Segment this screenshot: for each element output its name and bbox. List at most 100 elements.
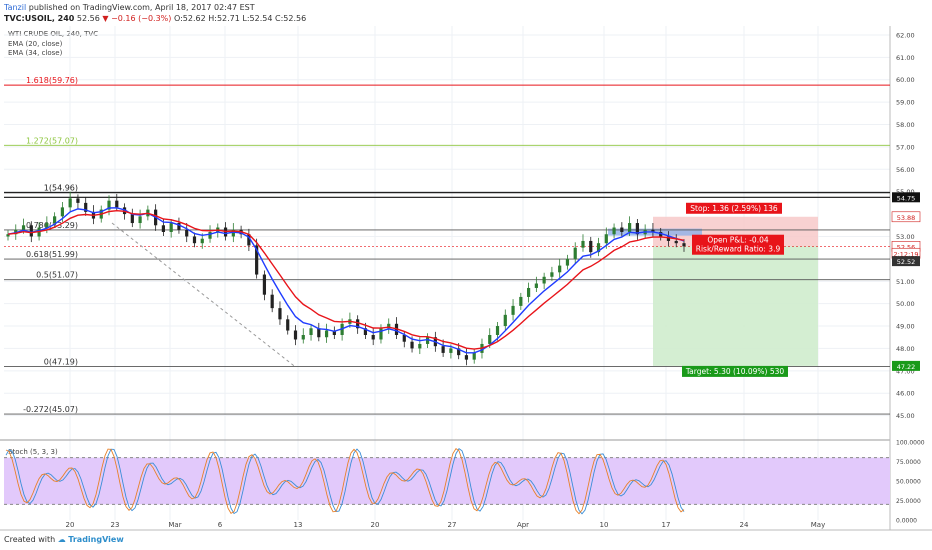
candle-body [356, 319, 360, 329]
x-tick-label: 20 [371, 521, 380, 529]
candle-body [495, 326, 500, 335]
legend-ema20[interactable]: EMA (20, close) [8, 39, 63, 48]
fib-label: 0(47.19) [44, 358, 78, 367]
stoch-k-line [5, 448, 685, 515]
candle-body [558, 265, 562, 273]
stoch-title: Stoch (5, 3, 3) [8, 448, 58, 456]
candle-body [682, 243, 686, 247]
candle-body [21, 225, 26, 230]
x-tick-label: 17 [662, 521, 671, 529]
stoch-pane: Stoch (5, 3, 3) [4, 447, 890, 515]
candle-body [449, 348, 453, 353]
candle-body [185, 229, 189, 237]
y-tick-label: 51.00 [896, 278, 915, 286]
candle-body [651, 229, 655, 232]
candle-body [519, 296, 523, 306]
fib-label: 0.5(51.07) [36, 271, 78, 280]
candles [6, 191, 686, 366]
x-tick-label: 23 [111, 521, 120, 529]
target-label: Target: 5.30 (10.09%) 530 [685, 367, 785, 376]
candle-body [107, 200, 111, 210]
stoch-y-tick-label: 50.0000 [896, 479, 921, 486]
target-zone [653, 246, 818, 366]
candle-body [565, 258, 570, 266]
fib-trend-line [111, 222, 296, 367]
candle-body [76, 198, 80, 203]
candle-body [457, 348, 461, 356]
candle-body [659, 232, 663, 237]
fib-label: 1.272(57.07) [26, 136, 78, 145]
footer-brand[interactable]: TradingView [68, 535, 124, 544]
stop-label-bg [686, 202, 782, 214]
candle-body [6, 234, 10, 237]
candle-body [573, 247, 577, 259]
candle-body [589, 240, 593, 253]
y-tick-label: 45.00 [896, 412, 915, 420]
y-tick-label: 55.00 [896, 188, 915, 196]
y-tick-label: 56.00 [896, 166, 915, 174]
y-tick-label: 57.00 [896, 143, 915, 151]
fib-label: 1(54.96) [44, 184, 78, 193]
candle-body [425, 337, 430, 344]
candle-body [604, 234, 608, 244]
position-labels: Stop: 1.36 (2.59%) 136 Open P&L: -0.04Ris… [682, 202, 788, 377]
price-tag: 53.88 [897, 214, 916, 222]
candle-body [503, 314, 507, 327]
candle-body [130, 214, 134, 224]
candle-body [418, 343, 422, 349]
stoch-band [4, 457, 890, 505]
stoch-d-line [5, 447, 685, 515]
candle-body [262, 274, 267, 295]
candle-body [200, 238, 204, 244]
author-link[interactable]: Tanzil [4, 3, 27, 12]
ema20-line [7, 207, 685, 354]
candle-body [674, 240, 678, 244]
x-tick-label: Mar [168, 521, 181, 529]
fib-label: -0.272(45.07) [23, 405, 78, 414]
x-tick-label: 6 [218, 521, 223, 529]
candle-body [371, 335, 375, 340]
candle-body [628, 223, 632, 232]
ohlc-values: O:52.62 H:52.71 L:52.54 C:52.56 [173, 14, 307, 23]
x-tick-label: 10 [600, 521, 609, 529]
candle-body [138, 216, 142, 224]
y-tick-label: 58.00 [896, 121, 915, 129]
candle-body [324, 330, 329, 338]
candle-body [231, 229, 235, 237]
stoch-y-tick-label: 100.0000 [896, 440, 925, 447]
ema34-line [7, 209, 685, 350]
candle-body [596, 243, 601, 253]
candle-body [464, 355, 469, 360]
candle-body [29, 225, 33, 237]
y-tick-label: 61.00 [896, 54, 915, 62]
candle-body [247, 234, 251, 246]
x-tick-label: 24 [740, 521, 749, 529]
rr-label: Risk/Reward Ratio: 3.9 [696, 245, 781, 254]
candle-body [550, 272, 554, 277]
candle-body [208, 232, 212, 239]
last-price: 52.56 [76, 14, 100, 23]
stoch-y-tick-label: 0.0000 [896, 518, 917, 525]
y-tick-label: 53.00 [896, 233, 915, 241]
legend-ema34[interactable]: EMA (34, close) [8, 49, 63, 57]
y-tick-label: 47.00 [896, 367, 915, 375]
footer-text: Created with [4, 535, 56, 544]
stop-label: Stop: 1.36 (2.59%) 136 [690, 204, 778, 213]
y-tick-label: 46.00 [896, 390, 915, 398]
candle-body [612, 227, 616, 235]
fib-label: 0.618(51.99) [26, 250, 78, 259]
candle-body [635, 223, 639, 235]
candle-body [255, 245, 259, 275]
x-tick-label: 27 [448, 521, 457, 529]
candle-body [161, 225, 166, 232]
candle-body [488, 335, 492, 344]
candle-body [68, 198, 72, 208]
candle-body [286, 319, 290, 331]
pnl-label: Open P&L: -0.04 [707, 236, 769, 245]
symbol-label: TVC:USOIL, 240 [4, 14, 75, 23]
y-tick-label: 49.00 [896, 323, 915, 331]
candle-body [278, 308, 282, 320]
candle-body [169, 223, 173, 232]
y-tick-label: 62.00 [896, 31, 915, 39]
